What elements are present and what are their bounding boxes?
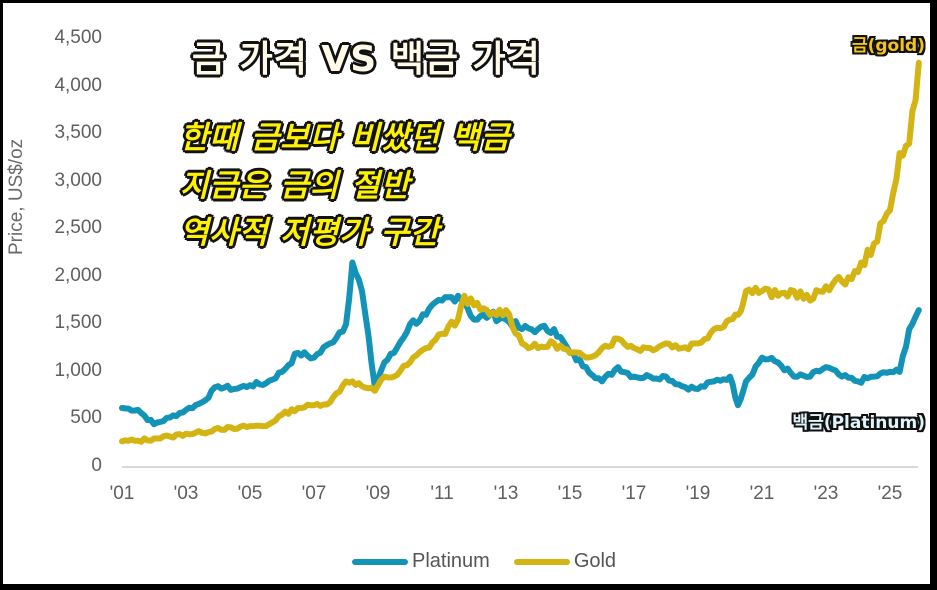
chart-title: 금 가격 VS 백금 가격 — [191, 38, 541, 81]
x-tick-label: '09 — [365, 483, 391, 504]
platinum-series-line — [119, 259, 922, 428]
y-tick-label: 4,000 — [54, 74, 102, 96]
gold-series-line — [119, 59, 922, 445]
x-tick-label: '05 — [237, 483, 263, 504]
x-tick-label: '21 — [749, 483, 775, 504]
x-tick-label: '01 — [109, 483, 135, 504]
x-tick-label: '13 — [493, 483, 519, 504]
y-tick-label: 500 — [70, 407, 102, 429]
y-tick-label: 4,500 — [54, 27, 102, 48]
x-tick-label: '11 — [430, 483, 454, 504]
y-tick-label: 3,000 — [54, 169, 102, 191]
y-tick-label: 1,500 — [54, 312, 102, 334]
platinum-annotation: 백금(Platinum) — [792, 413, 925, 433]
legend-item-platinum[interactable]: Platinum — [352, 550, 490, 573]
subtitle-line-2: 지금은 금의 절반 — [180, 168, 411, 204]
y-tick-label: 1,000 — [54, 359, 102, 381]
subtitle-line-3: 역사적 저평가 구간 — [180, 215, 440, 251]
y-tick-label: 2,500 — [54, 217, 102, 239]
x-tick-label: '25 — [877, 483, 903, 504]
gold-annotation: 금(gold) — [851, 36, 925, 56]
platinum-legend-swatch — [352, 558, 408, 565]
gold-legend-swatch — [513, 558, 570, 565]
y-tick-label: 3,500 — [54, 122, 102, 144]
x-tick-label: '19 — [685, 483, 711, 504]
x-tick-label: '23 — [813, 483, 839, 504]
x-tick-label: '15 — [557, 483, 583, 504]
subtitle-line-1: 한때 금보다 비쌌던 백금 — [180, 120, 511, 156]
x-tick-label: '03 — [173, 483, 199, 504]
y-tick-label: 0 — [91, 455, 102, 476]
legend-label-platinum: Platinum — [412, 550, 490, 572]
chart-legend: Platinum Gold — [352, 550, 634, 573]
legend-label-gold: Gold — [573, 550, 617, 572]
y-axis-label: Price, US$/oz — [6, 138, 27, 255]
x-tick-label: '17 — [621, 483, 647, 504]
y-tick-label: 2,000 — [54, 264, 102, 286]
x-tick-label: '07 — [301, 483, 327, 504]
legend-item-gold[interactable]: Gold — [513, 550, 617, 573]
